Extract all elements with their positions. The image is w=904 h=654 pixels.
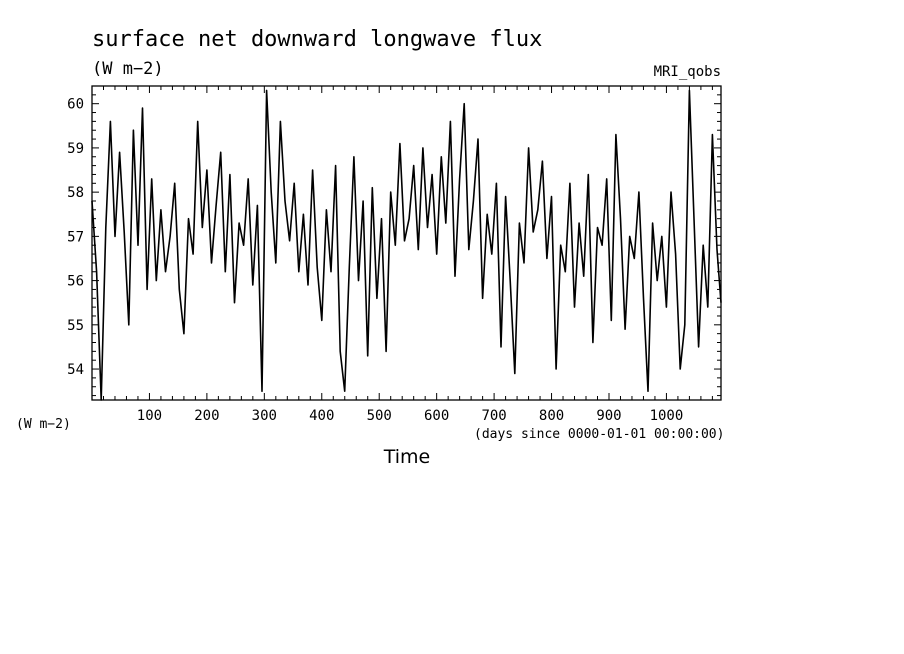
x-tick-label: 900 [596, 408, 621, 424]
series-line [91, 89, 722, 401]
x-tick-label: 500 [367, 408, 392, 424]
x-tick-label: 100 [137, 408, 162, 424]
y-tick-label: 55 [67, 318, 84, 334]
x-tick-label: 600 [424, 408, 449, 424]
y-axis-label: (W m−2) [16, 417, 71, 432]
x-axis-label: Time [383, 446, 431, 468]
x-tick-label: 300 [252, 408, 277, 424]
y-tick-label: 58 [67, 185, 84, 201]
x-tick-label: 200 [194, 408, 219, 424]
y-tick-label: 54 [67, 362, 84, 378]
x-tick-label: 1000 [650, 408, 684, 424]
x-tick-label: 400 [309, 408, 334, 424]
axis-ticks [92, 85, 721, 400]
y-tick-label: 60 [67, 97, 84, 113]
model-label: MRI_qobs [654, 64, 721, 80]
plot-frame [91, 85, 722, 401]
x-tick-label: 700 [481, 408, 506, 424]
chart-title: surface net downward longwave flux [92, 27, 542, 52]
x-axis-units: (days since 0000-01-01 00:00:00) [474, 427, 724, 442]
y-tick-label: 56 [67, 274, 84, 290]
chart-subtitle: (W m−2) [92, 59, 164, 79]
y-tick-label: 57 [67, 229, 84, 245]
x-tick-label: 800 [539, 408, 564, 424]
y-tick-label: 59 [67, 141, 84, 157]
tick-labels: 100 200 300 400 500 600 700 800 900 1000 54 55 56 57 5… [67, 97, 683, 424]
